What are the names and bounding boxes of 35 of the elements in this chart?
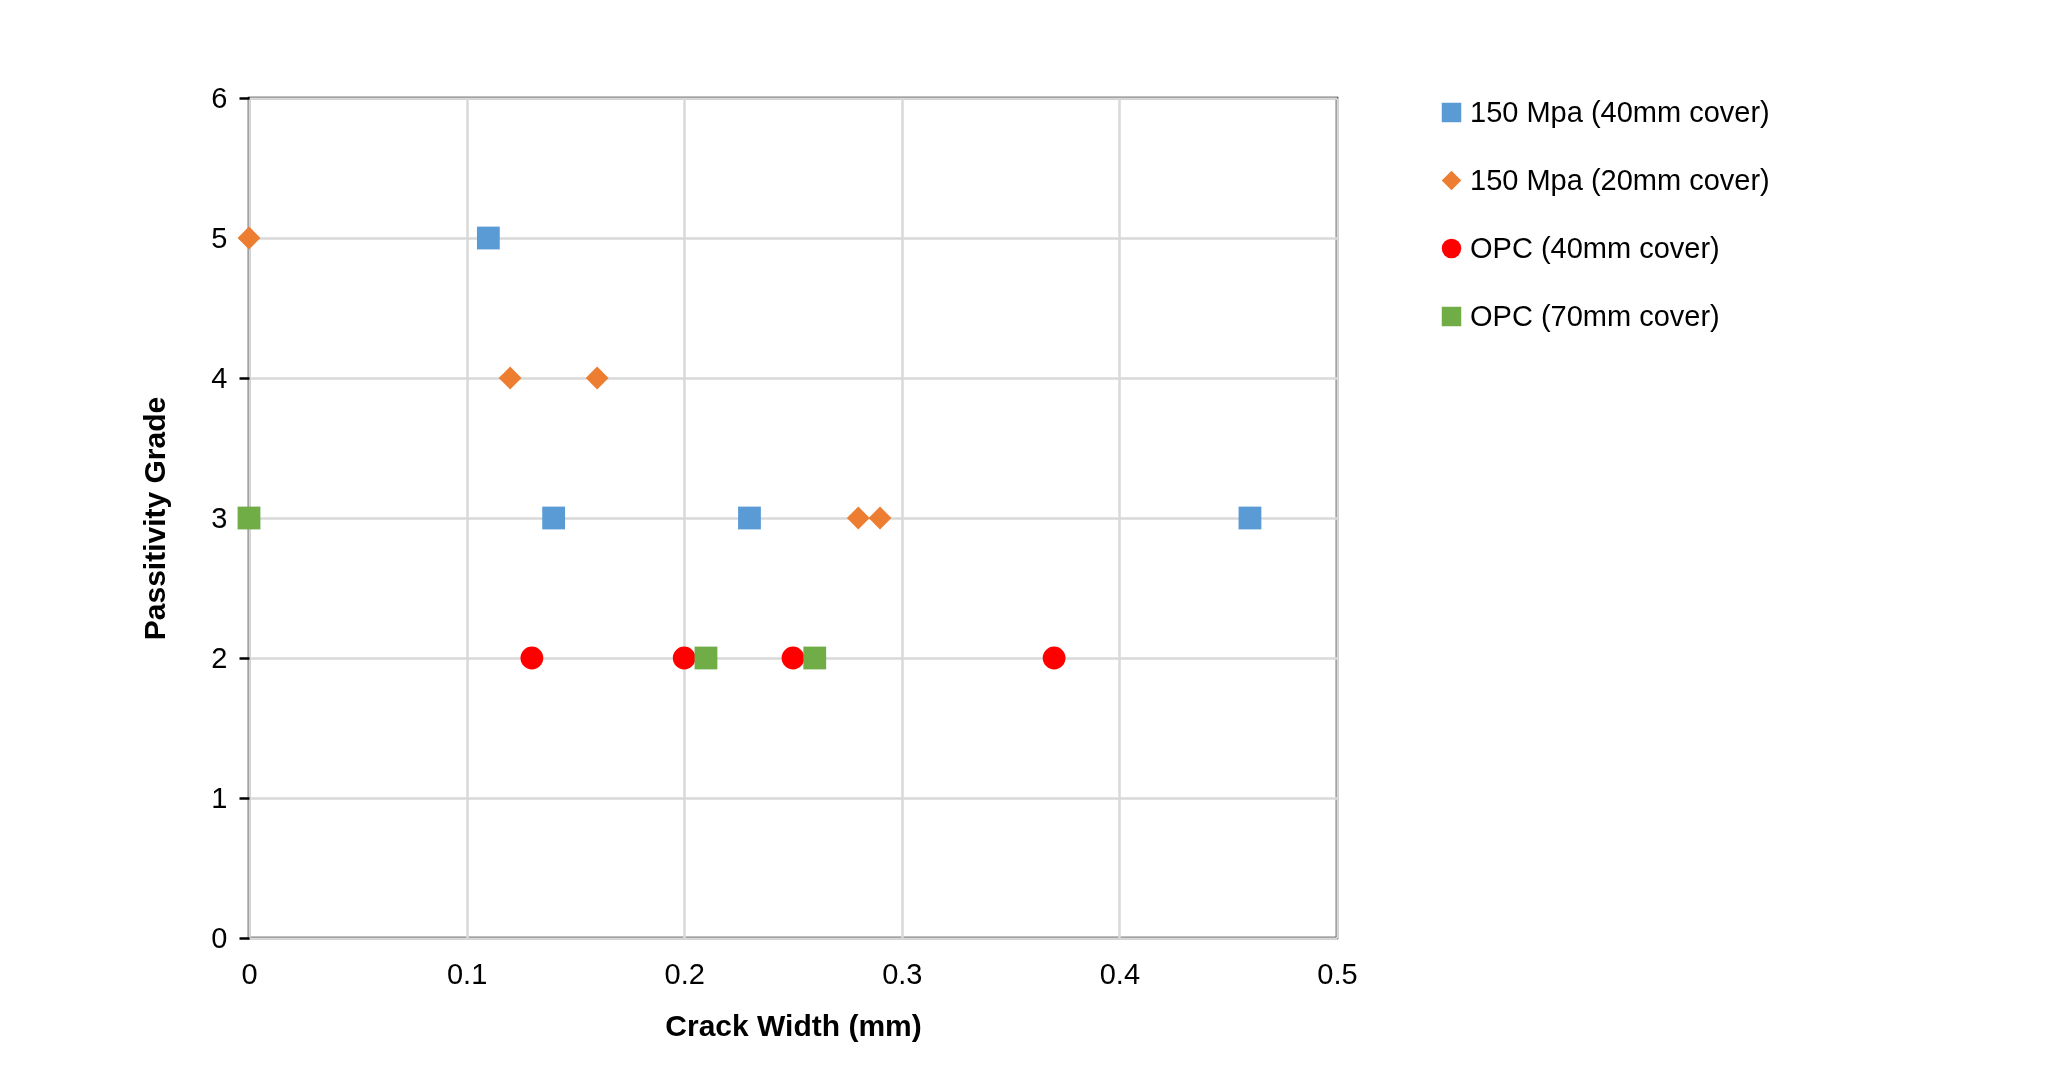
y-tick-label: 6 — [211, 81, 228, 114]
y-tick-label: 1 — [211, 781, 228, 814]
point — [781, 646, 805, 670]
x-tick-label: 0.4 — [1099, 957, 1141, 990]
y-axis-title: Passitivity Grade — [138, 396, 172, 641]
point — [672, 646, 696, 670]
x-tick-label: 0.3 — [882, 957, 923, 990]
y-tick-label: 3 — [211, 501, 228, 534]
legend-label: OPC (40mm cover) — [1470, 231, 1720, 264]
point — [1238, 506, 1262, 530]
y-tick-label: 0 — [211, 921, 228, 954]
point — [846, 506, 870, 530]
x-tick-label: 0.1 — [446, 957, 488, 990]
point — [738, 506, 761, 530]
point — [868, 506, 892, 530]
legend-label: OPC (70mm cover) — [1470, 299, 1720, 332]
x-tick-label: 0.2 — [664, 957, 705, 990]
y-tick-label: 4 — [211, 361, 228, 394]
x-tick-label: 0 — [241, 957, 258, 990]
point — [237, 506, 261, 530]
x-axis-title: Crack Width (mm) — [665, 1008, 922, 1042]
point — [237, 226, 261, 250]
point — [1042, 646, 1066, 670]
legend-label: 150 Mpa (40mm cover) — [1470, 95, 1770, 128]
point — [694, 646, 718, 670]
y-tick-label: 2 — [211, 641, 228, 674]
legend-label: 150 Mpa (20mm cover) — [1470, 163, 1770, 196]
point — [585, 366, 609, 390]
x-tick-label: 0.5 — [1317, 957, 1358, 990]
point — [520, 646, 544, 670]
point — [803, 646, 827, 670]
point — [476, 226, 500, 250]
point — [498, 366, 522, 390]
point — [542, 506, 566, 530]
y-tick-label: 5 — [211, 221, 228, 254]
